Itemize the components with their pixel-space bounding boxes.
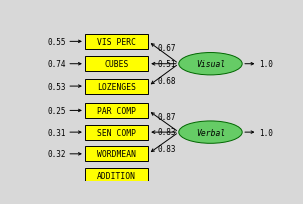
Text: 0.83: 0.83: [158, 127, 176, 136]
Text: 0.31: 0.31: [48, 128, 66, 137]
Text: PAR COMP: PAR COMP: [97, 106, 136, 115]
Text: 0.32: 0.32: [48, 150, 66, 159]
FancyBboxPatch shape: [85, 57, 148, 72]
FancyBboxPatch shape: [85, 125, 148, 140]
Text: WORDMEAN: WORDMEAN: [97, 150, 136, 159]
Text: Verbal: Verbal: [196, 128, 225, 137]
FancyBboxPatch shape: [85, 103, 148, 118]
Text: 0.51: 0.51: [158, 59, 176, 68]
Text: SEN COMP: SEN COMP: [97, 128, 136, 137]
Text: Visual: Visual: [196, 60, 225, 69]
FancyBboxPatch shape: [85, 35, 148, 50]
Text: 0.74: 0.74: [48, 60, 66, 69]
Text: 0.25: 0.25: [48, 106, 66, 115]
Text: ADDITION: ADDITION: [97, 171, 136, 180]
Text: 0.83: 0.83: [158, 144, 176, 153]
Text: 1.0: 1.0: [259, 128, 273, 137]
Text: 0.67: 0.67: [158, 44, 176, 52]
Text: VIS PERC: VIS PERC: [97, 38, 136, 47]
Text: 0.68: 0.68: [158, 76, 176, 85]
Text: CUBES: CUBES: [104, 60, 129, 69]
FancyBboxPatch shape: [85, 146, 148, 162]
Text: LOZENGES: LOZENGES: [97, 82, 136, 91]
FancyBboxPatch shape: [85, 168, 148, 183]
Text: 1.0: 1.0: [259, 60, 273, 69]
Ellipse shape: [179, 121, 242, 144]
Text: 0.87: 0.87: [158, 112, 176, 121]
FancyBboxPatch shape: [85, 79, 148, 94]
Text: 0.55: 0.55: [48, 38, 66, 47]
Ellipse shape: [179, 53, 242, 75]
Text: 0.53: 0.53: [48, 82, 66, 91]
